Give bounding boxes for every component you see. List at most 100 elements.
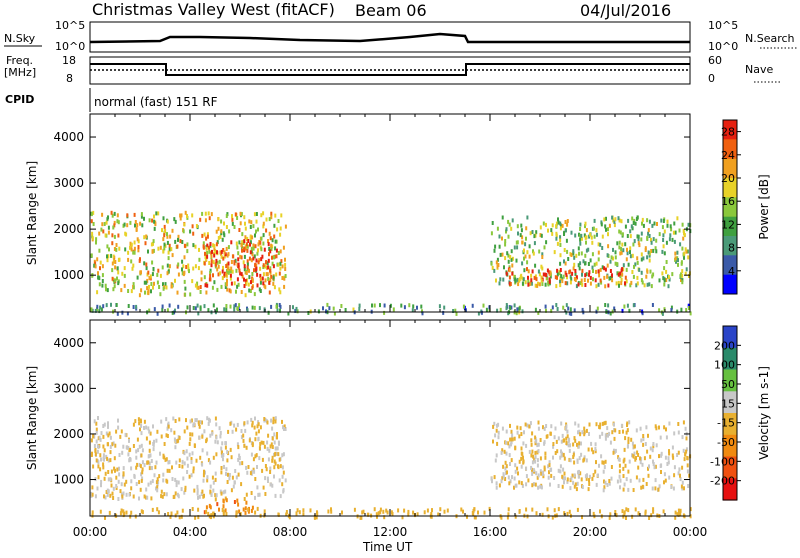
power-echo-cell [655,238,658,243]
power-echo-cell [604,303,607,307]
power-echo-cell [513,245,516,250]
velocity-echo-cell [472,511,475,516]
velocity-echo-cell [505,451,508,456]
velocity-echo-cell [603,485,606,490]
power-echo-cell [613,219,616,224]
velocity-echo-cell [205,509,208,514]
power-echo-cell [496,257,499,262]
power-echo-cell [120,288,123,293]
power-echo-cell [234,258,237,263]
velocity-echo-cell [379,510,382,515]
power-echo-cell [212,243,215,248]
velocity-echo-cell [296,508,299,513]
power-echo-cell [533,241,536,246]
cpid-label: CPID [5,93,34,106]
power-echo-cell [307,311,310,315]
power-echo-cell [239,271,242,276]
velocity-echo-cell [108,510,111,515]
power-echo-cell [527,282,530,287]
velocity-echo-cell [264,464,267,468]
power-echo-cell [96,257,99,262]
power-echo-cell [569,307,572,312]
velocity-echo-cell [175,480,178,485]
power-echo-cell [231,217,234,222]
power-echo-cell [521,240,524,245]
velocity-echo-cell [228,473,231,477]
power-echo-cell [541,282,544,286]
power-echo-cell [326,302,329,307]
velocity-echo-cell [514,463,517,468]
power-echo-cell [564,228,567,233]
power-echo-cell [637,234,640,239]
power-colorbar-swatch [723,255,737,276]
velocity-echo-cell [113,466,116,471]
velocity-echo-cell [162,454,165,459]
power-echo-cell [599,278,602,283]
velocity-echo-cell [107,424,109,429]
power-echo-cell [251,305,254,310]
power-echo-cell [169,234,172,239]
velocity-echo-cell [110,483,113,488]
power-echo-cell [171,228,174,233]
power-echo-cell [614,255,617,260]
power-echo-cell [194,283,197,288]
velocity-echo-cell [603,465,606,470]
power-echo-cell [501,236,503,241]
velocity-echo-cell [176,492,179,497]
power-echo-cell [177,237,179,242]
power-echo-cell [262,281,265,286]
power-echo-cell [545,308,547,313]
velocity-echo-cell [585,476,588,481]
velocity-echo-cell [242,507,245,512]
power-echo-cell [132,305,135,309]
velocity-echo-cell [110,469,113,474]
velocity-echo-cell [662,509,665,514]
power-echo-cell [603,275,606,280]
velocity-echo-cell [617,455,620,460]
power-echo-cell [548,279,551,284]
power-echo-cell [202,241,205,246]
velocity-echo-cell [104,471,107,476]
velocity-echo-cell [567,439,570,443]
power-echo-cell [496,226,499,231]
power-echo-cell [507,219,510,224]
power-echo-cell [611,278,614,283]
velocity-echo-region [490,420,692,493]
power-echo-cell [103,222,106,226]
power-echo-cell [267,242,270,247]
velocity-echo-cell [97,416,99,420]
velocity-echo-cell [165,457,168,462]
power-echo-cell [204,251,206,256]
power-echo-cell [530,278,533,283]
velocity-echo-cell [520,446,523,451]
power-echo-cell [545,273,548,277]
velocity-echo-cell [524,422,527,427]
power-echo-cell [358,303,361,308]
power-echo-cell [371,303,373,308]
velocity-echo-cell [256,485,259,490]
velocity-echo-cell [207,511,210,516]
power-echo-cell [205,236,208,241]
power-echo-cell [622,263,625,268]
velocity-echo-cell [193,443,196,448]
power-echo-cell [607,283,610,288]
velocity-echo-cell [653,465,656,470]
velocity-echo-cell [397,508,400,513]
power-echo-cell [208,245,210,250]
date-label: 04/Jul/2016 [580,1,671,20]
power-echo-cell [102,304,105,309]
power-echo-cell [217,264,220,269]
velocity-echo-cell [200,492,203,496]
velocity-echo-cell [117,418,119,423]
velocity-echo-cell [95,427,98,432]
velocity-echo-cell [505,440,508,445]
power-echo-cell [660,218,663,223]
velocity-echo-cell [443,509,446,514]
power-echo-cell [204,218,207,223]
power-echo-cell [97,275,100,280]
velocity-echo-cell [685,449,688,454]
velocity-echo-cell [241,461,244,466]
power-echo-cell [618,229,621,234]
velocity-echo-cell [267,433,270,438]
velocity-echo-cell [201,489,204,494]
